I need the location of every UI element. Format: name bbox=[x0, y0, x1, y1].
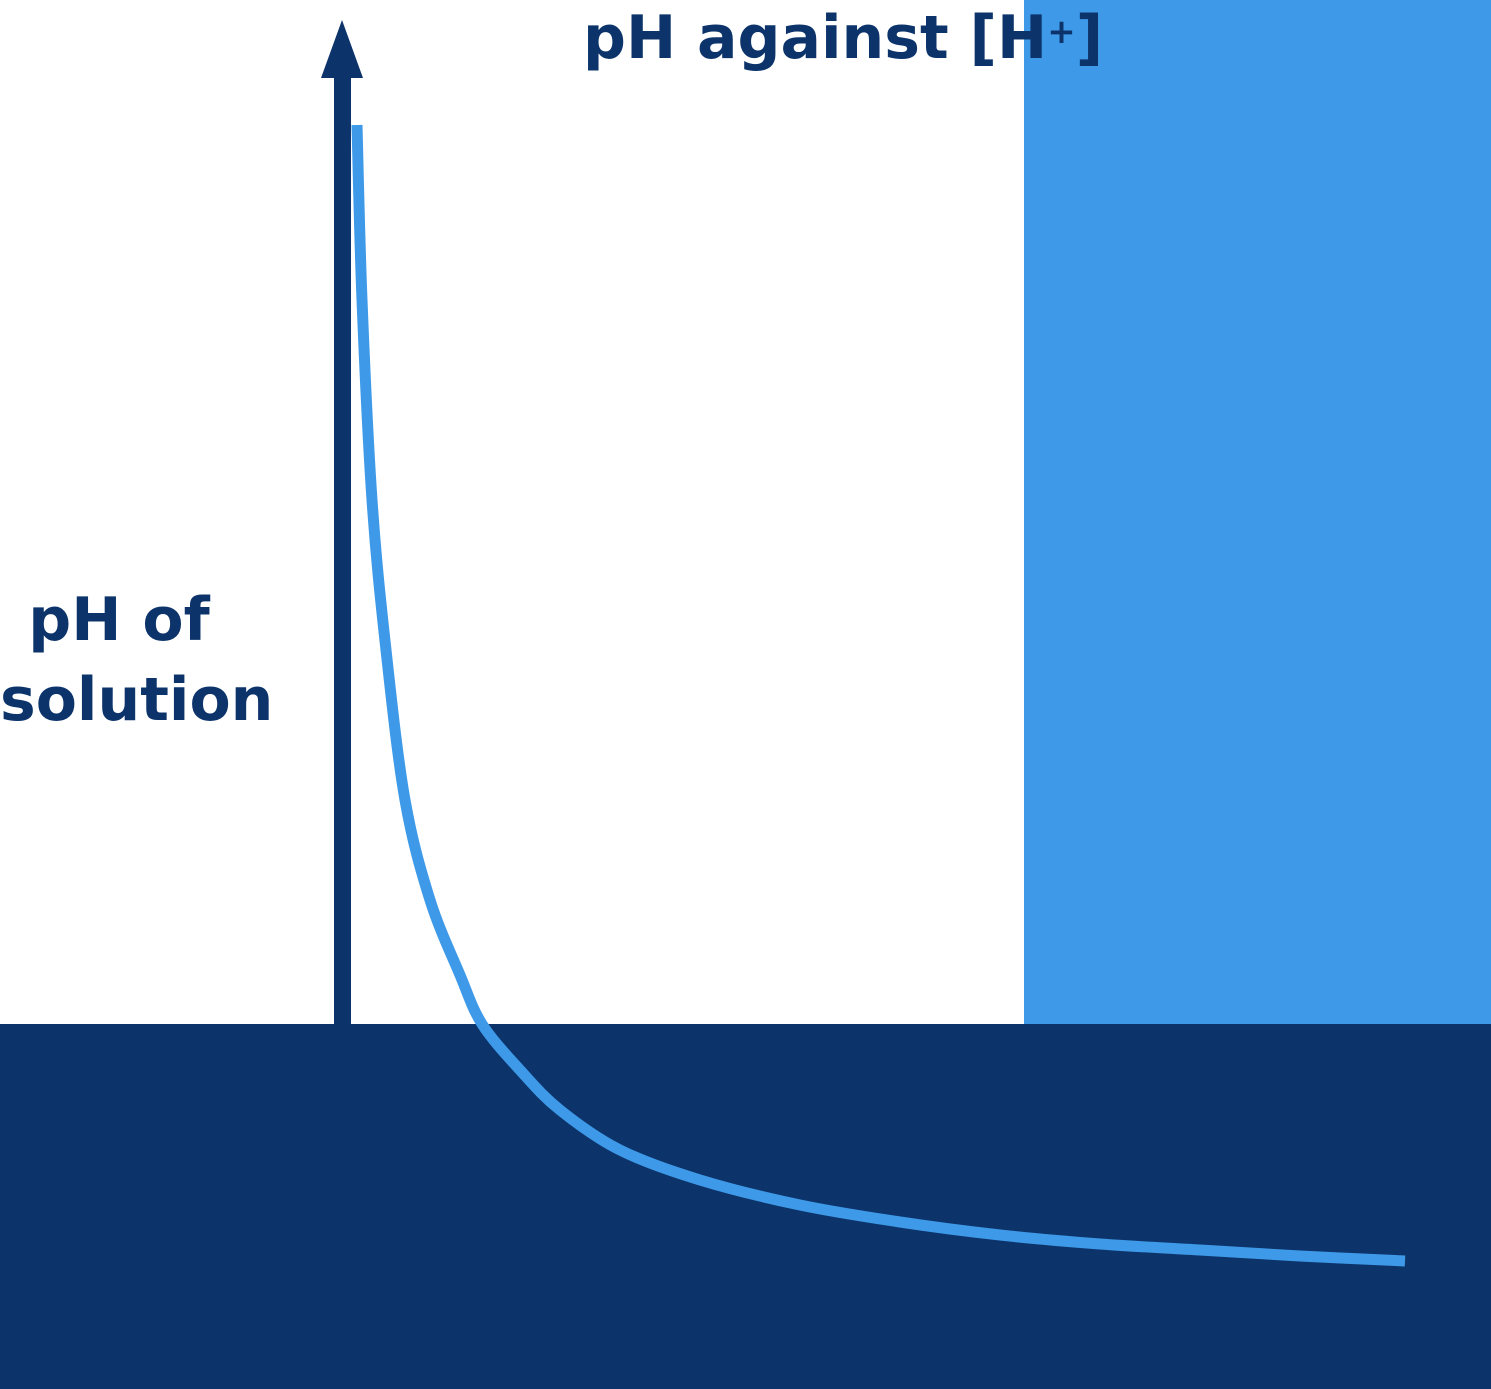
ph-curve-line bbox=[351, 124, 1406, 1267]
y-axis-arrow-icon bbox=[321, 20, 363, 78]
y-axis-label-line-1: pH of bbox=[28, 585, 210, 655]
bottom-color-band bbox=[0, 1024, 1491, 1389]
chart-title: pH against [H+] bbox=[583, 0, 1103, 78]
chart-title-close: ] bbox=[1075, 3, 1104, 73]
y-axis-line bbox=[334, 72, 351, 1027]
right-color-panel bbox=[1024, 0, 1491, 1024]
y-axis-label: pH of solution bbox=[0, 580, 274, 740]
y-axis-label-line-2: solution bbox=[0, 665, 274, 735]
chart-title-superscript: + bbox=[1047, 12, 1076, 52]
chart-title-main: pH against [H bbox=[583, 3, 1048, 73]
